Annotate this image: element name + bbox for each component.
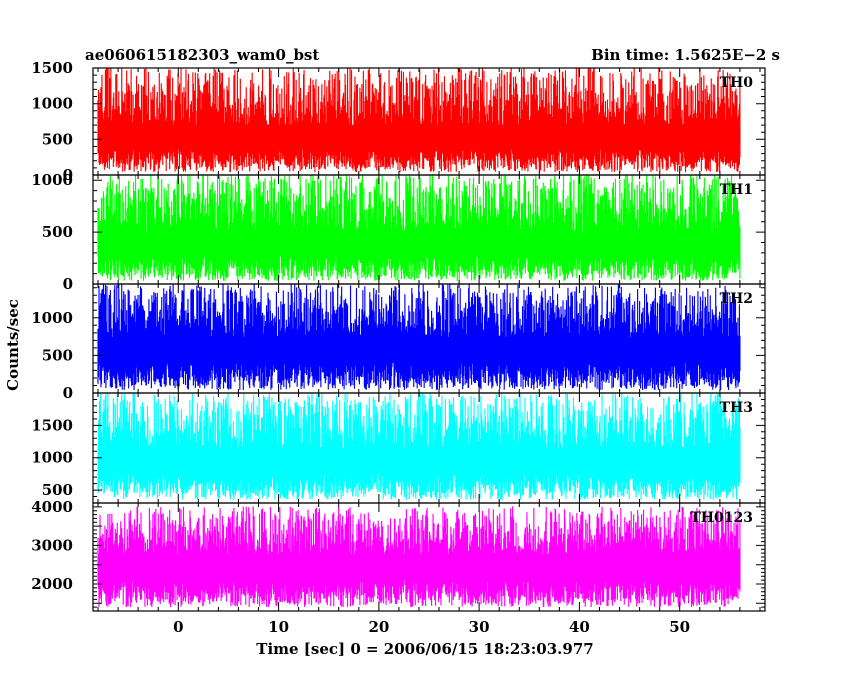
y-tick-label: 3000: [31, 536, 73, 554]
x-tick-label: 30: [469, 618, 490, 636]
panel-label-th3: TH3: [720, 400, 753, 416]
y-tick-label: 500: [42, 481, 73, 499]
y-axis-label: Counts/sec: [4, 299, 22, 391]
panel-label-th0: TH0: [720, 75, 754, 91]
y-tick-label: 1000: [31, 449, 73, 467]
x-ticks: [97, 284, 761, 393]
panel-label-th2: TH2: [720, 291, 753, 307]
x-tick-label: 10: [268, 618, 289, 636]
chart-title: ae060615182303_wam0_bst: [85, 46, 319, 64]
x-ticks: [97, 68, 761, 175]
y-tick-label: 0: [63, 275, 73, 293]
series-th2-signal: [97, 284, 741, 390]
panel-label-th1: TH1: [720, 182, 753, 198]
series-th0123-signal: [97, 506, 741, 608]
panel-th2: 0 500 1000 TH2: [31, 283, 766, 402]
y-ticks: [93, 502, 765, 612]
x-tick-label: 20: [368, 618, 389, 636]
x-ticks: [97, 503, 761, 611]
y-tick-label: 500: [42, 223, 73, 241]
series-th3-signal: [97, 393, 741, 500]
x-tick-labels: 0 10 20 30 40 50: [173, 618, 690, 636]
panel-th0123: 2000 3000 4000 TH0123: [31, 498, 766, 612]
panel-th0: 0 500 1000 1500 TH0: [31, 59, 766, 184]
panel-th3: 500 1000 1500 TH3: [31, 392, 766, 504]
series-th0-signal: [97, 68, 741, 173]
y-tick-label: 1000: [31, 95, 73, 113]
panel-label-th0123: TH0123: [690, 510, 753, 526]
y-tick-label: 0: [63, 166, 73, 184]
y-tick-label: 4000: [31, 498, 73, 516]
x-ticks: [97, 393, 761, 503]
x-tick-label: 50: [669, 618, 690, 636]
y-tick-label: 2000: [31, 575, 73, 593]
y-tick-label: 1500: [31, 416, 73, 434]
x-ticks: [97, 175, 761, 284]
y-tick-label: 0: [63, 384, 73, 402]
series-th1-signal: [97, 175, 741, 281]
x-tick-label: 40: [569, 618, 590, 636]
y-tick-label: 1500: [31, 59, 73, 77]
y-tick-label: 500: [42, 130, 73, 148]
y-tick-label: 500: [42, 346, 73, 364]
panels-group: 0 500 1000 1500 TH0 0 500 1000 TH1 0 500 1000 TH2 500…: [31, 59, 766, 612]
bin-time-label: Bin time: 1.5625E−2 s: [591, 46, 780, 64]
y-tick-label: 1000: [31, 309, 73, 327]
y-tick-label: 1000: [31, 171, 73, 189]
x-tick-label: 0: [173, 618, 183, 636]
x-axis-label: Time [sec] 0 = 2006/06/15 18:23:03.977: [256, 640, 593, 658]
panel-th1: 0 500 1000 TH1: [31, 171, 766, 293]
